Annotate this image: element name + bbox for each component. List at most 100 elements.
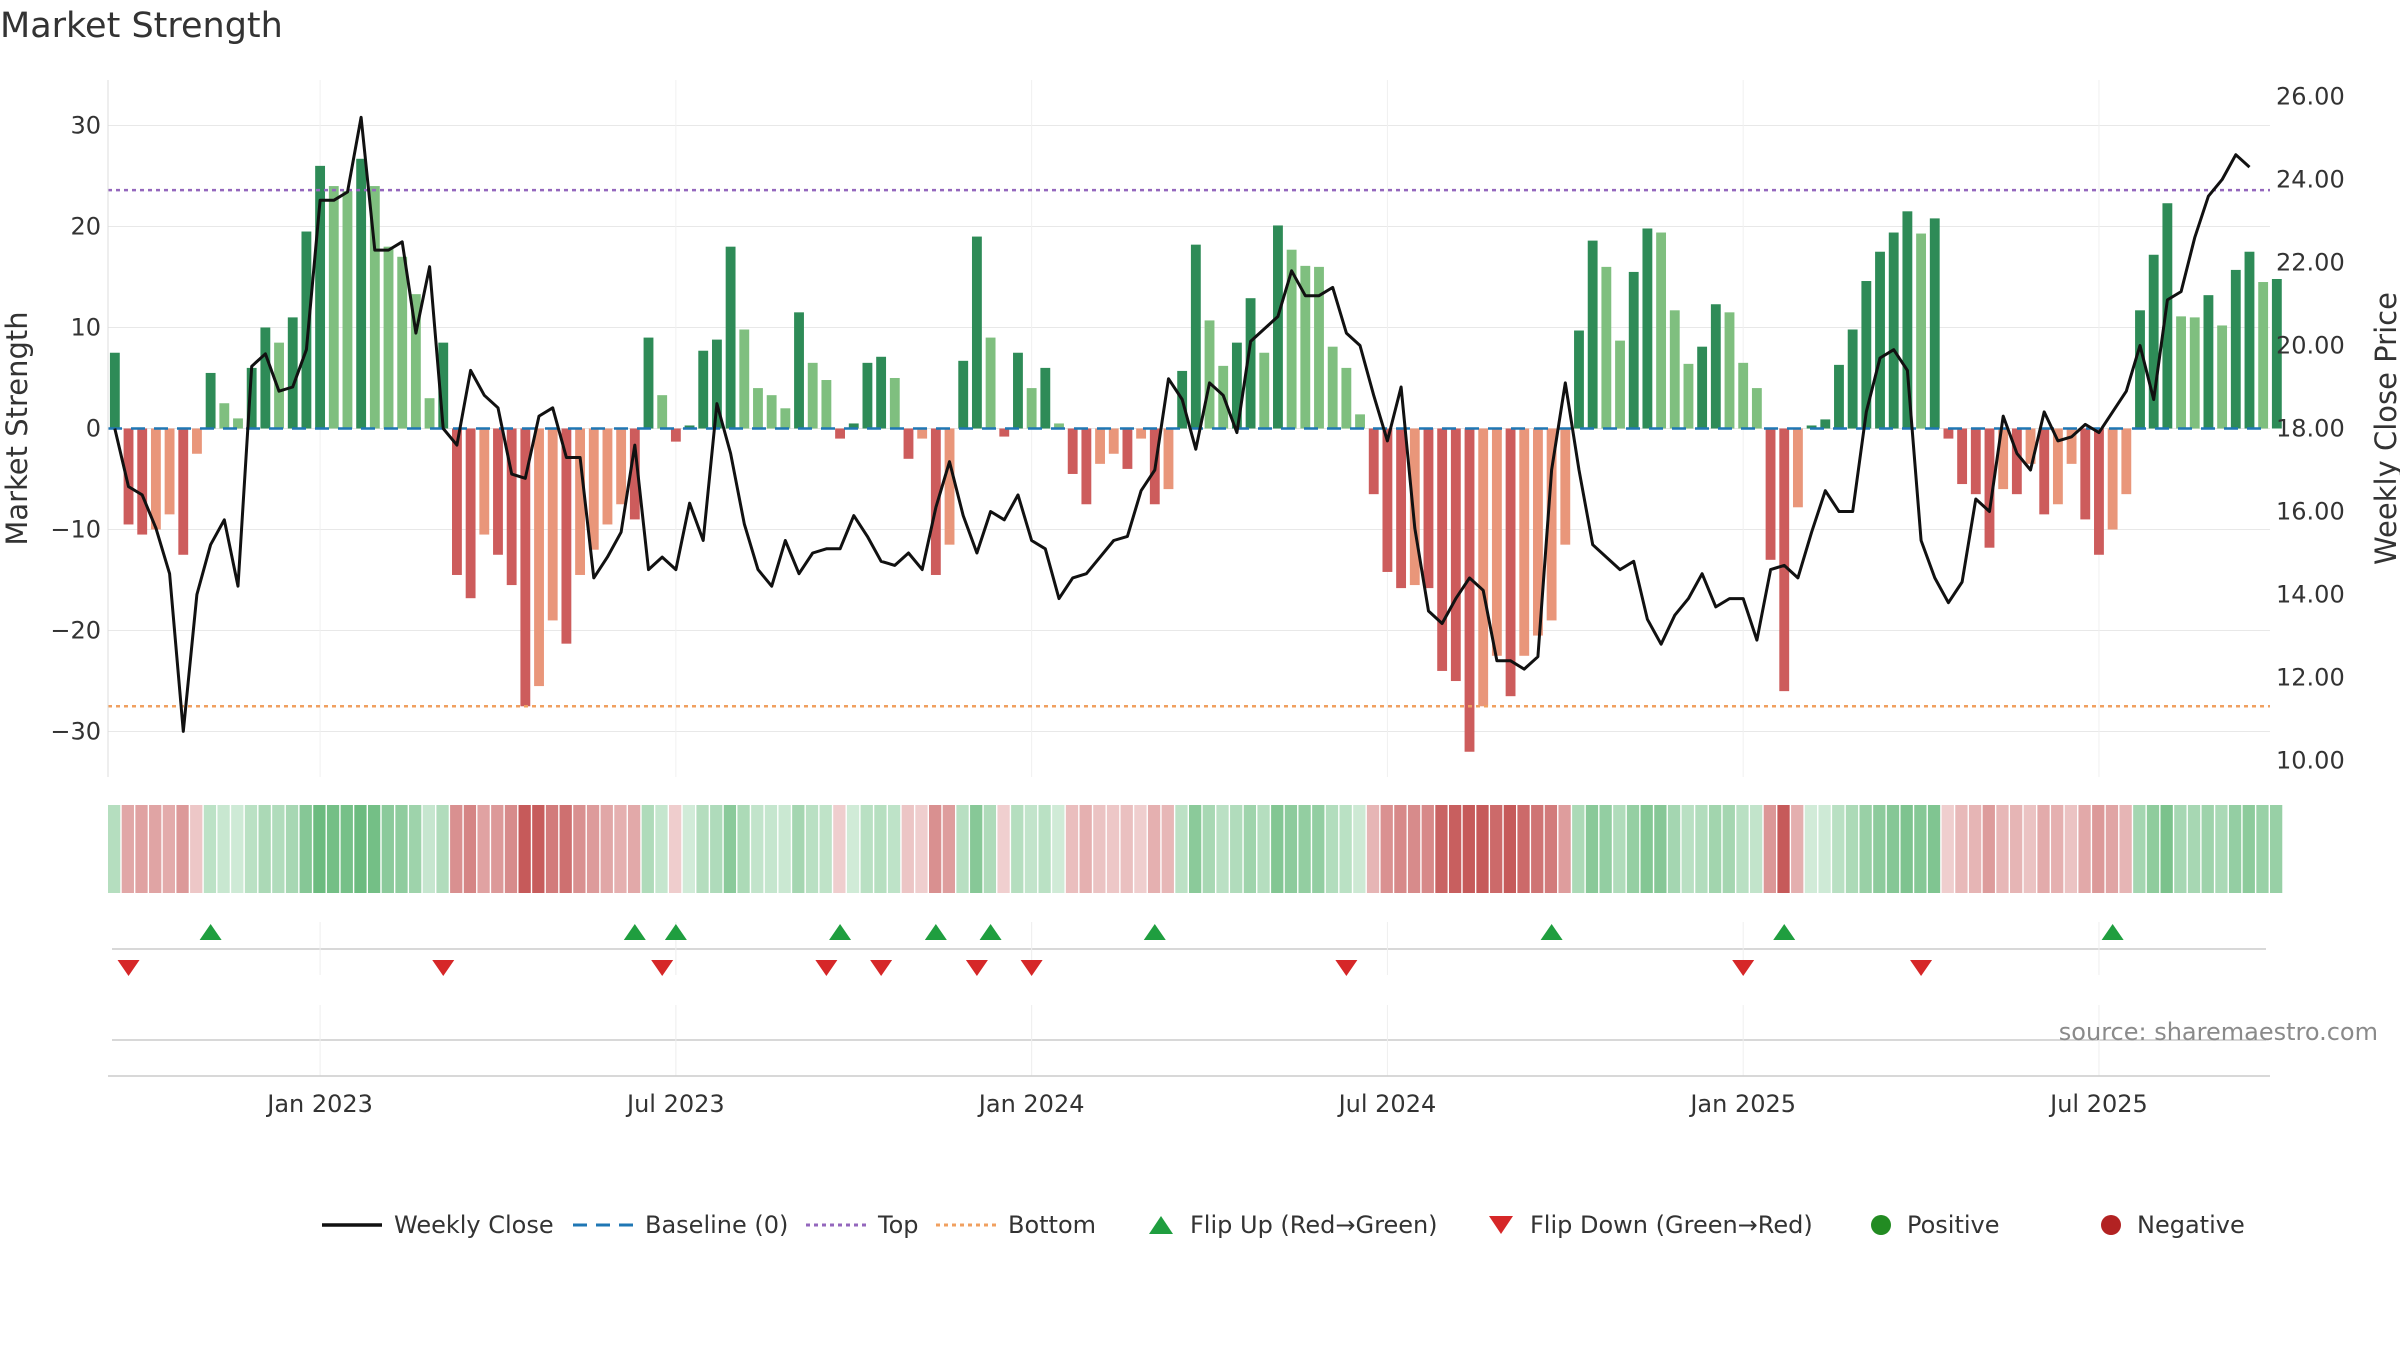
strength-cell: [1886, 805, 1900, 893]
strength-bar: [821, 380, 832, 429]
legend-item: Negative: [2101, 1211, 2245, 1239]
strength-cell: [846, 805, 860, 893]
strength-cell: [162, 805, 176, 893]
strength-bar: [1437, 428, 1448, 671]
strength-bar: [1888, 232, 1899, 429]
strength-bar: [1081, 428, 1092, 505]
strength-cell: [1353, 805, 1366, 893]
strength-cell: [682, 805, 695, 893]
flip-up-marker: [623, 924, 646, 940]
weekly-close-layer: [113, 115, 2251, 733]
legend-item: Flip Up (Red→Green): [1149, 1211, 1438, 1239]
strength-bar: [424, 398, 435, 429]
strength-bar: [2011, 428, 2022, 495]
strength-cell: [1941, 805, 1954, 893]
strength-cell: [217, 805, 230, 893]
strength-cell: [874, 805, 887, 893]
legend-swatch-triangle-down: [1489, 1216, 1513, 1234]
strength-cell: [1079, 805, 1092, 893]
strength-cell: [1284, 805, 1298, 893]
strength-bar: [2121, 428, 2132, 495]
strength-cell: [997, 805, 1010, 893]
strength-bar: [1286, 249, 1297, 429]
strength-bar: [383, 246, 394, 429]
strength-bar: [971, 236, 982, 429]
strength-bar: [1574, 330, 1584, 429]
strength-bar: [2066, 428, 2077, 464]
strength-bar: [1464, 428, 1475, 752]
strength-bar: [465, 428, 476, 599]
strength-cell: [2242, 805, 2255, 893]
strength-cell: [1517, 805, 1530, 893]
strength-bar: [711, 339, 722, 429]
strength-cell: [477, 805, 490, 893]
strength-cell: [1243, 805, 1257, 893]
strength-bar: [274, 342, 284, 429]
flip-down-marker: [1020, 960, 1043, 976]
strength-cell: [1380, 805, 1393, 893]
strength-bar: [1929, 218, 1940, 429]
weekly-close-line: [113, 115, 2251, 733]
strength-bar: [2094, 428, 2104, 555]
legend-label: Bottom: [1008, 1211, 1096, 1239]
strength-cell: [409, 805, 422, 893]
x-tick-label: Jan 2023: [265, 1090, 373, 1118]
flip-up-marker: [1773, 924, 1796, 940]
strength-cell: [2201, 805, 2214, 893]
strength-bar: [889, 377, 900, 429]
strength-cell: [450, 805, 463, 893]
strength-cell: [545, 805, 559, 893]
strength-cell: [1271, 805, 1284, 893]
legend-label: Top: [877, 1211, 919, 1239]
strength-bar: [1368, 428, 1379, 495]
strength-cell: [149, 805, 162, 893]
strength-bar: [438, 342, 449, 429]
strength-bar: [1108, 428, 1119, 454]
strength-bar: [1916, 233, 1926, 429]
strength-bar: [356, 158, 367, 429]
strength-cell: [655, 805, 668, 893]
legend-label: Baseline (0): [645, 1211, 788, 1239]
strength-bar: [2039, 428, 2050, 515]
strength-cell: [942, 805, 955, 893]
x-axis: Jan 2023 Jul 2023 Jan 2024 Jul 2024 Jan 2025…: [108, 1075, 2270, 1118]
strength-bar: [1314, 266, 1324, 429]
strength-cell: [231, 805, 244, 893]
legend-item: Positive: [1871, 1211, 2000, 1239]
legend-swatch-triangle-up: [1149, 1216, 1173, 1234]
strength-cell: [2187, 805, 2201, 893]
strength-cell: [1325, 805, 1339, 893]
strength-bar: [643, 337, 654, 429]
strength-bar: [219, 403, 230, 429]
strength-bar: [1245, 298, 1256, 429]
strength-cell: [2064, 805, 2078, 893]
strength-bar: [1806, 425, 1817, 429]
y-right-tick-label: 24.00: [2276, 166, 2345, 194]
strength-bar: [1957, 428, 1968, 485]
strength-bar: [766, 395, 777, 429]
strength-bar: [1095, 428, 1105, 464]
strength-bar: [657, 395, 668, 429]
strength-cell: [710, 805, 723, 893]
strength-cell: [326, 805, 340, 893]
strength-cell: [1106, 805, 1120, 893]
strength-bar: [1355, 414, 1365, 429]
strength-cell: [833, 805, 846, 893]
strength-cell: [1175, 805, 1188, 893]
strength-bar: [1478, 428, 1489, 707]
strength-cell: [1407, 805, 1421, 893]
strength-bar: [2135, 310, 2145, 429]
strength-cell: [2051, 805, 2064, 893]
flip-down-marker: [432, 960, 455, 976]
strength-bars: [109, 158, 2282, 752]
strength-bar: [1013, 352, 1023, 429]
strength-cell: [1476, 805, 1489, 893]
strength-cell: [696, 805, 709, 893]
strength-cell: [1216, 805, 1229, 893]
legend-item: Bottom: [936, 1211, 1096, 1239]
reference-lines: [108, 188, 2270, 708]
strength-cell: [559, 805, 572, 893]
strength-cell: [176, 805, 189, 893]
strength-bar: [725, 246, 736, 429]
y-right-tick-label: 22.00: [2276, 249, 2345, 277]
